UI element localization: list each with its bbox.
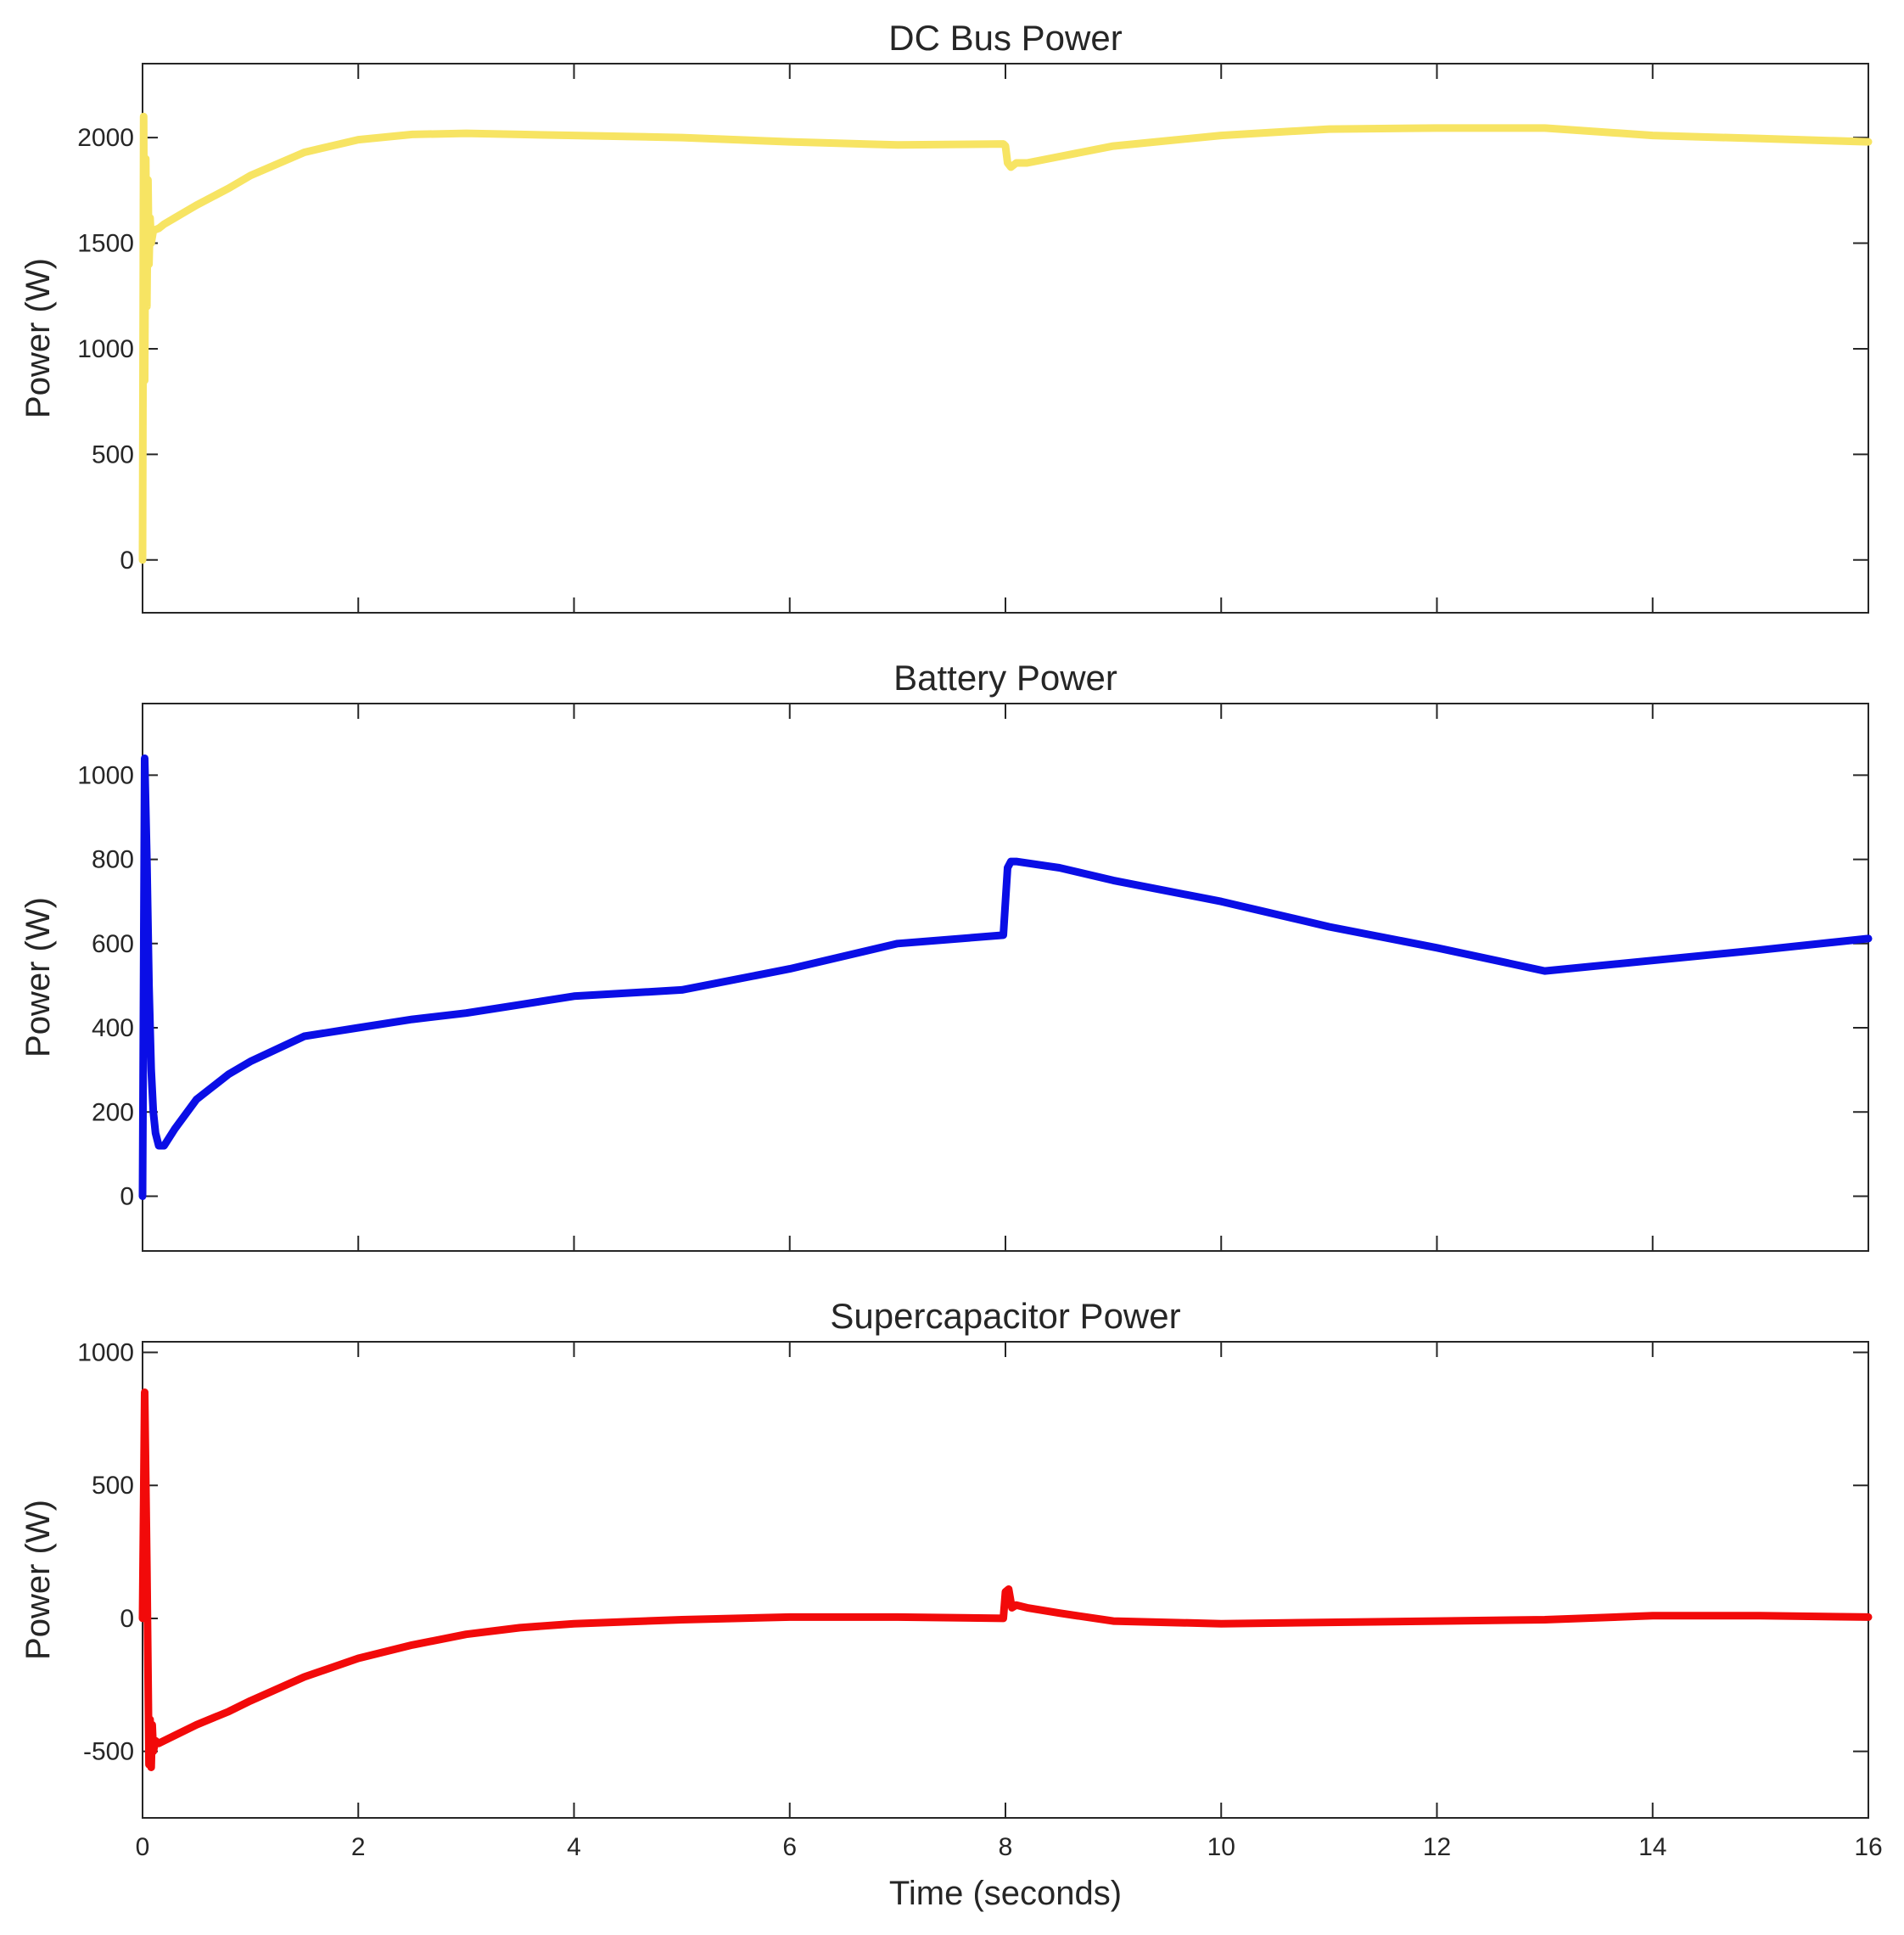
x-tick-label: 2	[351, 1833, 366, 1861]
chart-title: Supercapacitor Power	[830, 1296, 1180, 1336]
x-tick-label: 6	[782, 1833, 797, 1861]
y-tick-label: 400	[92, 1014, 134, 1042]
y-axis-label: Power (W)	[20, 258, 57, 418]
y-tick-label: 1000	[77, 1339, 134, 1367]
y-tick-label: 0	[120, 1605, 134, 1633]
y-axis-label: Power (W)	[20, 897, 57, 1057]
y-tick-label: 2000	[77, 124, 134, 152]
x-tick-label: 4	[567, 1833, 581, 1861]
axes-frame	[142, 1341, 1869, 1819]
y-tick-label: 600	[92, 930, 134, 958]
y-tick-label: 0	[120, 547, 134, 575]
x-tick-label: 16	[1854, 1833, 1882, 1861]
series-line	[138, 112, 1873, 564]
chart-title: Battery Power	[893, 658, 1117, 698]
x-tick-label: 8	[999, 1833, 1013, 1861]
y-tick-label: 500	[92, 1472, 134, 1500]
y-tick-label: 500	[92, 440, 134, 468]
x-tick-label: 12	[1423, 1833, 1451, 1861]
series-line	[138, 1388, 1873, 1771]
x-axis-label: Time (seconds)	[889, 1875, 1122, 1912]
x-tick-label: 10	[1207, 1833, 1235, 1861]
chart-title: DC Bus Power	[888, 18, 1122, 58]
y-tick-label: 0	[120, 1183, 134, 1211]
axes-frame	[142, 703, 1869, 1252]
y-tick-label: 1000	[77, 761, 134, 789]
x-tick-label: 0	[136, 1833, 150, 1861]
y-tick-label: -500	[83, 1738, 134, 1766]
y-tick-label: 800	[92, 846, 134, 874]
y-tick-label: 200	[92, 1098, 134, 1126]
series-line	[138, 754, 1873, 1200]
x-tick-label: 14	[1638, 1833, 1666, 1861]
chart-panel-1: DC Bus Power Power (W) 0 500 1000 1500 2000	[20, 18, 1873, 614]
y-tick-label: 1500	[77, 230, 134, 258]
y-tick-label: 1000	[77, 335, 134, 363]
y-axis-label: Power (W)	[20, 1500, 57, 1660]
chart-panel-2: Battery Power Power (W) 0 200 400 600 800 1000	[20, 658, 1873, 1252]
